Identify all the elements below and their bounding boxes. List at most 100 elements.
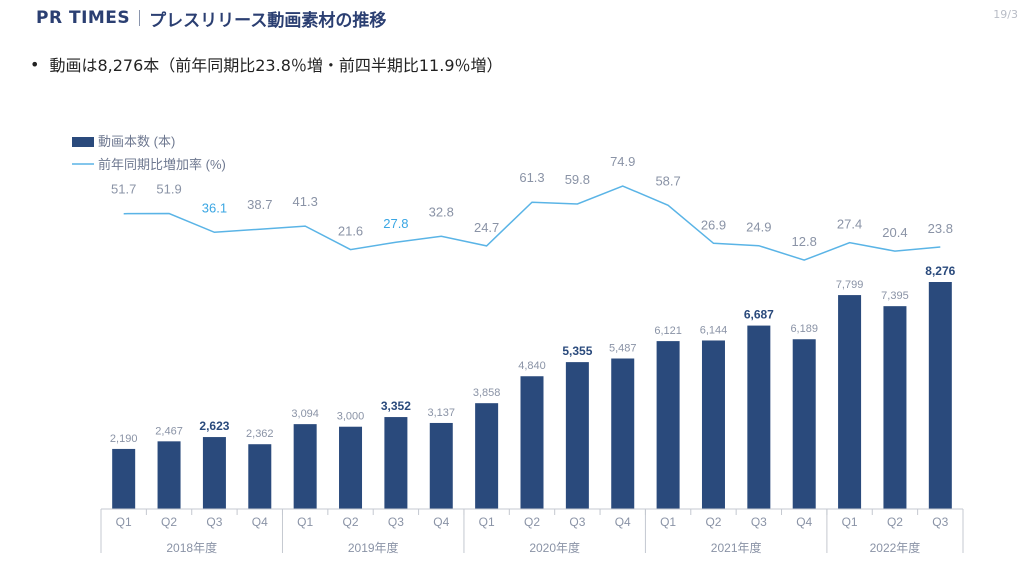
line-value-label: 61.3 [519,170,544,185]
bar-value-label: 2,190 [110,433,138,445]
year-label: 2018年度 [166,540,217,555]
chart-legend: 動画本数 (本) 前年同期比増加率 (%) [72,134,226,172]
quarter-label: Q3 [388,515,404,529]
legend-line-label: 前年同期比増加率 (%) [98,157,226,172]
line-value-label: 27.8 [383,216,408,231]
line-value-label: 23.8 [928,221,953,236]
quarter-label: Q2 [343,515,359,529]
bar [202,437,226,509]
line-value-label: 51.9 [156,181,181,196]
bar [157,441,181,509]
quarter-label: Q3 [751,515,767,529]
quarter-label: Q1 [479,515,495,529]
bar [701,340,725,509]
bar-value-label: 2,467 [155,425,183,437]
line-value-label: 59.8 [565,172,590,187]
line-value-label: 24.9 [746,220,771,235]
bar [747,325,771,509]
bar-value-label: 3,858 [473,387,501,399]
bar [520,376,544,509]
x-axis-ticks [100,509,964,553]
bullet-icon: • [30,54,40,74]
brand-name: PR TIMES [36,8,131,28]
bar [475,403,499,509]
line-value-label: 20.4 [882,225,907,240]
line-value-label: 51.7 [111,182,136,197]
header-separator [139,10,141,26]
bar [248,444,272,509]
bar-value-label: 5,487 [609,342,637,354]
quarter-label: Q4 [615,515,631,529]
x-axis-quarter-labels: Q1 Q2 Q3 Q4 Q1 Q2 Q3 Q4 Q1 Q2 Q3 Q4 Q1 Q2 Q3 Q4 Q1 Q2 Q3 [116,515,949,529]
bar-value-label: 2,362 [246,428,274,440]
bar [883,306,907,509]
bar-value-label: 5,355 [562,344,592,358]
x-axis-year-labels: 2018年度 2019年度 2020年度 2021年度 2022年度 [166,540,920,555]
year-label: 2019年度 [348,540,399,555]
line-value-label: 21.6 [338,224,363,239]
bar [792,339,816,509]
quarter-label: Q2 [161,515,177,529]
bar [611,358,635,509]
bar-value-labels: 2,190 2,467 2,623 2,362 3,094 3,000 3,352 3,137… [110,264,956,445]
quarter-label: Q3 [569,515,585,529]
bar-value-label: 7,799 [836,279,864,291]
bar-value-label: 3,000 [337,411,365,423]
year-label: 2020年度 [529,540,580,555]
bar-value-label: 6,687 [744,308,774,322]
bar [838,295,862,509]
quarter-label: Q3 [206,515,222,529]
bar-value-label: 6,144 [700,324,728,336]
bar-value-label: 6,121 [654,325,682,337]
year-label: 2021年度 [711,540,762,555]
legend-bar-label: 動画本数 (本) [98,134,175,149]
legend-bar-swatch [72,137,94,147]
quarter-label: Q3 [932,515,948,529]
growth-rate-line [123,185,941,261]
bar-value-label: 2,623 [199,419,229,433]
line-value-label: 27.4 [837,217,862,232]
line-value-label: 58.7 [655,173,680,188]
bar-value-label: 3,352 [381,399,411,413]
line-value-label: 41.3 [293,194,318,209]
page-title: プレスリリース動画素材の推移 [149,10,387,31]
bar [565,362,589,509]
bar-value-label: 3,137 [427,407,455,419]
year-label: 2022年度 [870,540,921,555]
bar-series [112,282,952,509]
quarter-label: Q4 [433,515,449,529]
bar-value-label: 7,395 [881,290,909,302]
quarter-label: Q4 [252,515,268,529]
line-value-label: 32.8 [429,204,454,219]
bar [293,424,317,509]
quarter-label: Q2 [705,515,721,529]
bar [112,448,136,509]
line-value-label: 36.1 [202,200,227,215]
page-number: 19/3 [993,8,1018,21]
bar [429,422,453,509]
quarter-label: Q1 [116,515,132,529]
line-value-label: 24.7 [474,220,499,235]
quarter-label: Q1 [842,515,858,529]
line-value-labels: 51.7 51.9 36.1 38.7 41.3 21.6 27.8 32.8 24.7 61.3… [111,154,953,249]
bar [384,417,408,509]
quarter-label: Q2 [887,515,903,529]
summary-line: • 動画は8,276本（前年同期比23.8％増・前四半期比11.9％増） [30,52,503,76]
bar-value-label: 4,840 [518,360,546,372]
bar [928,282,952,509]
summary-text: 動画は8,276本（前年同期比23.8％増・前四半期比11.9％増） [49,56,503,75]
bar [656,341,680,509]
quarter-label: Q2 [524,515,540,529]
quarter-label: Q1 [297,515,313,529]
quarter-label: Q4 [796,515,812,529]
quarter-label: Q1 [660,515,676,529]
line-value-label: 12.8 [792,234,817,249]
bar-value-label: 6,189 [790,323,818,335]
line-value-label: 74.9 [610,154,635,169]
header: PR TIMES プレスリリース動画素材の推移 [36,5,386,31]
line-value-label: 26.9 [701,217,726,232]
bar [339,426,363,509]
bar-value-label: 8,276 [925,264,955,278]
line-value-label: 38.7 [247,197,272,212]
